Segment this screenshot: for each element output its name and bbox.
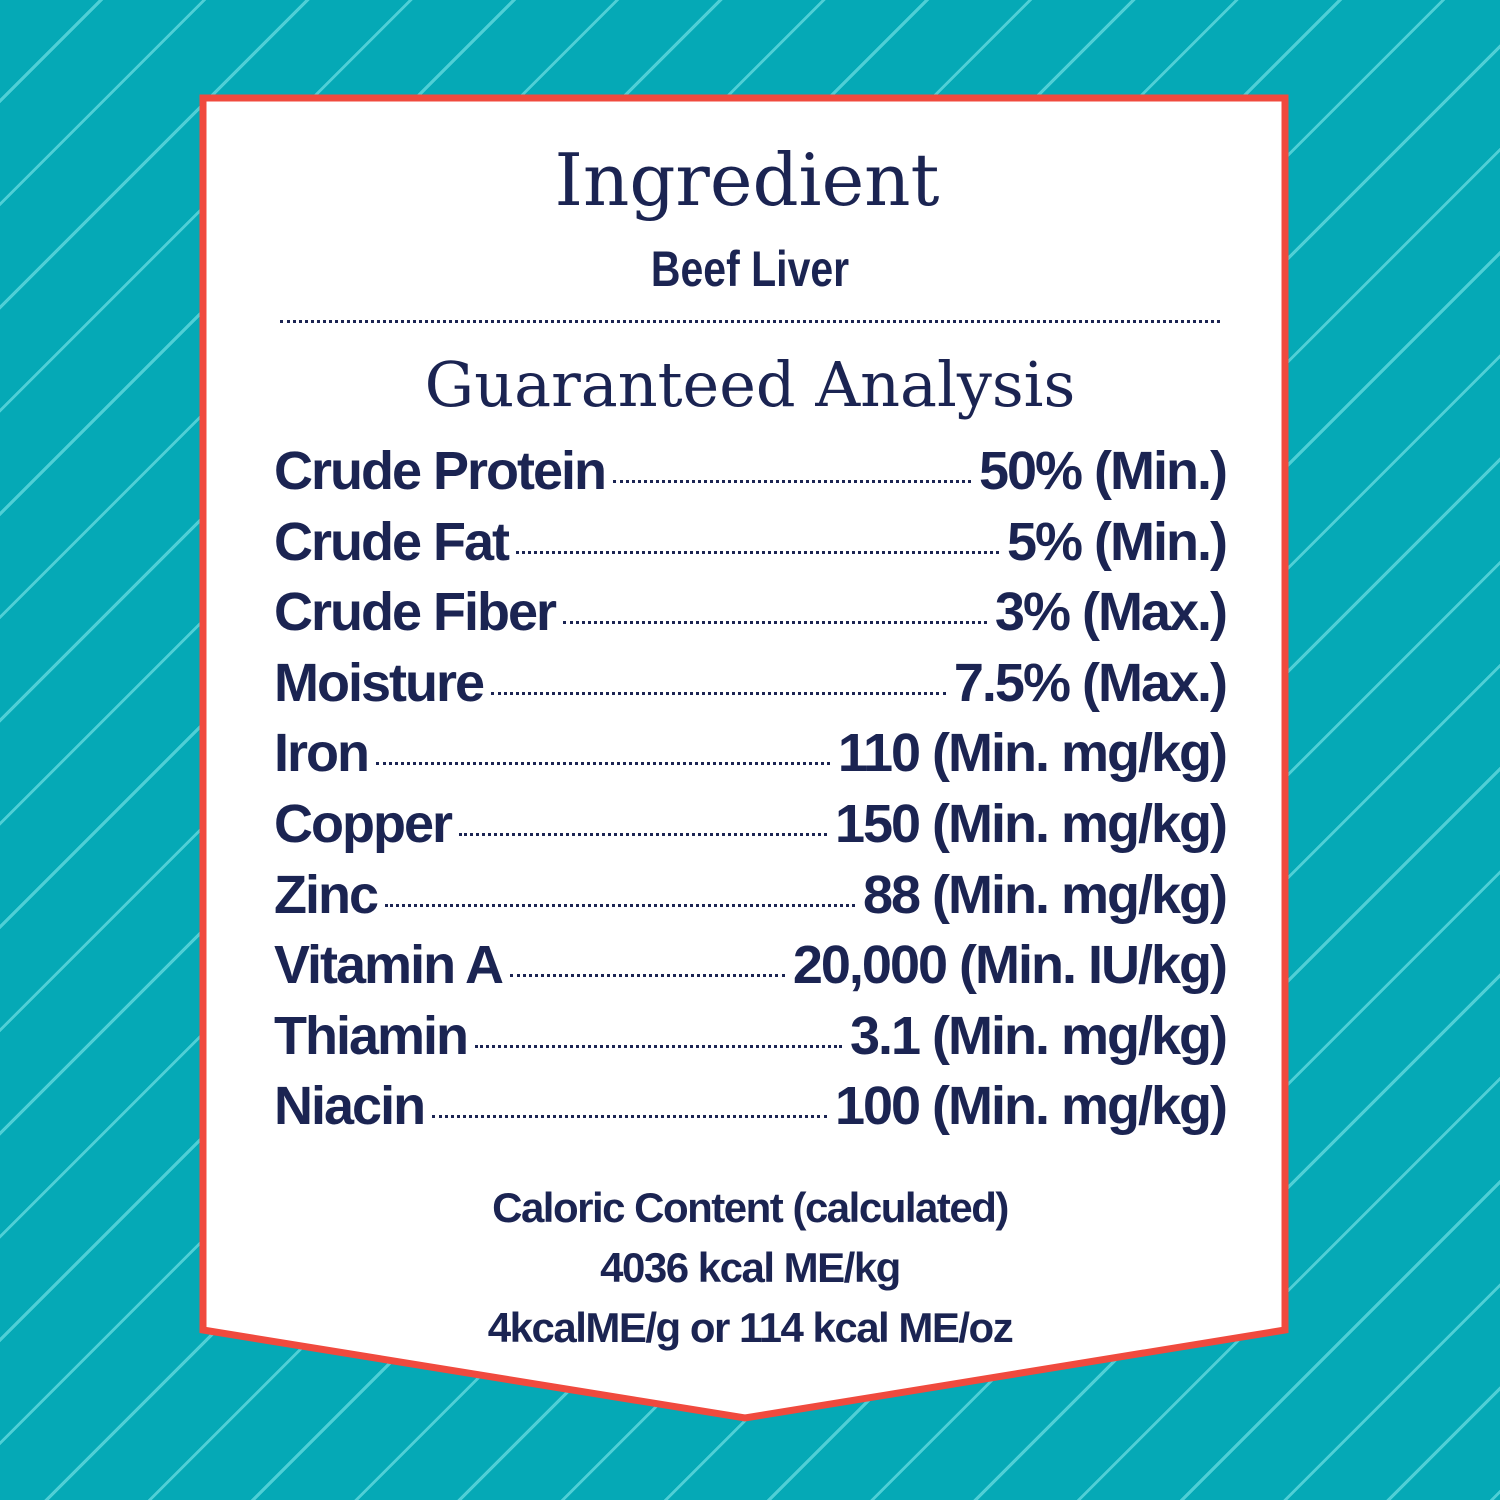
dot-leader <box>376 762 830 766</box>
analysis-row: Iron 110 (Min. mg/kg) <box>274 722 1228 793</box>
dot-leader <box>475 1044 842 1048</box>
caloric-heading: Caloric Content (calculated) <box>492 1184 1009 1231</box>
analysis-table: Crude Protein 50% (Min.) Crude Fat 5% (Min.… <box>274 440 1228 1146</box>
analysis-row: Vitamin A 20,000 (Min. IU/kg) <box>274 934 1228 1005</box>
nutrient-label: Copper <box>274 793 453 854</box>
nutrient-value: 5% (Min.) <box>1007 511 1228 572</box>
nutrient-label: Thiamin <box>274 1005 469 1066</box>
caloric-per-g-oz: 4kcalME/g or 114 kcal ME/oz <box>487 1304 1014 1351</box>
nutrient-label: Niacin <box>274 1076 426 1137</box>
ingredient-value: Beef Liver <box>650 241 850 297</box>
caloric-content: Caloric Content (calculated) 4036 kcal M… <box>0 1178 1500 1358</box>
dot-leader <box>613 480 971 483</box>
dot-leader <box>385 903 855 907</box>
nutrient-value: 7.5% (Max.) <box>953 652 1228 713</box>
analysis-row: Copper 150 (Min. mg/kg) <box>274 793 1228 864</box>
dot-leader <box>459 832 827 836</box>
nutrient-value: 100 (Min. mg/kg) <box>834 1076 1228 1137</box>
dot-leader <box>563 621 987 625</box>
analysis-row: Niacin 100 (Min. mg/kg) <box>274 1075 1228 1146</box>
nutrient-value: 110 (Min. mg/kg) <box>837 723 1228 784</box>
nutrient-label: Moisture <box>274 652 485 713</box>
analysis-row: Moisture 7.5% (Max.) <box>274 652 1228 723</box>
nutrient-value: 3% (Max.) <box>994 582 1228 643</box>
nutrient-label: Crude Fat <box>274 511 510 572</box>
analysis-row: Crude Protein 50% (Min.) <box>274 440 1228 511</box>
nutrient-label: Zinc <box>274 864 379 925</box>
dot-leader <box>510 974 785 978</box>
ingredient-title: Ingredient <box>554 138 940 222</box>
nutrient-value: 150 (Min. mg/kg) <box>834 793 1228 854</box>
analysis-row: Crude Fat 5% (Min.) <box>274 511 1228 582</box>
dot-leader <box>516 550 999 554</box>
dot-leader <box>491 691 946 695</box>
dot-leader <box>432 1115 827 1119</box>
divider <box>280 320 1220 323</box>
nutrient-value: 88 (Min. mg/kg) <box>862 864 1228 925</box>
nutrient-value: 20,000 (Min. IU/kg) <box>792 935 1228 996</box>
nutrient-label: Crude Fiber <box>274 582 557 643</box>
nutrient-value: 50% (Min.) <box>978 441 1228 501</box>
analysis-row: Thiamin 3.1 (Min. mg/kg) <box>274 1005 1228 1076</box>
nutrient-label: Iron <box>274 723 370 784</box>
guaranteed-analysis-title: Guaranteed Analysis <box>424 348 1076 421</box>
analysis-row: Crude Fiber 3% (Max.) <box>274 581 1228 652</box>
nutrient-label: Vitamin A <box>274 935 504 996</box>
nutrient-value: 3.1 (Min. mg/kg) <box>849 1005 1228 1066</box>
nutrient-label: Crude Protein <box>274 441 607 501</box>
analysis-row: Zinc 88 (Min. mg/kg) <box>274 864 1228 935</box>
caloric-per-kg: 4036 kcal ME/kg <box>600 1244 901 1291</box>
